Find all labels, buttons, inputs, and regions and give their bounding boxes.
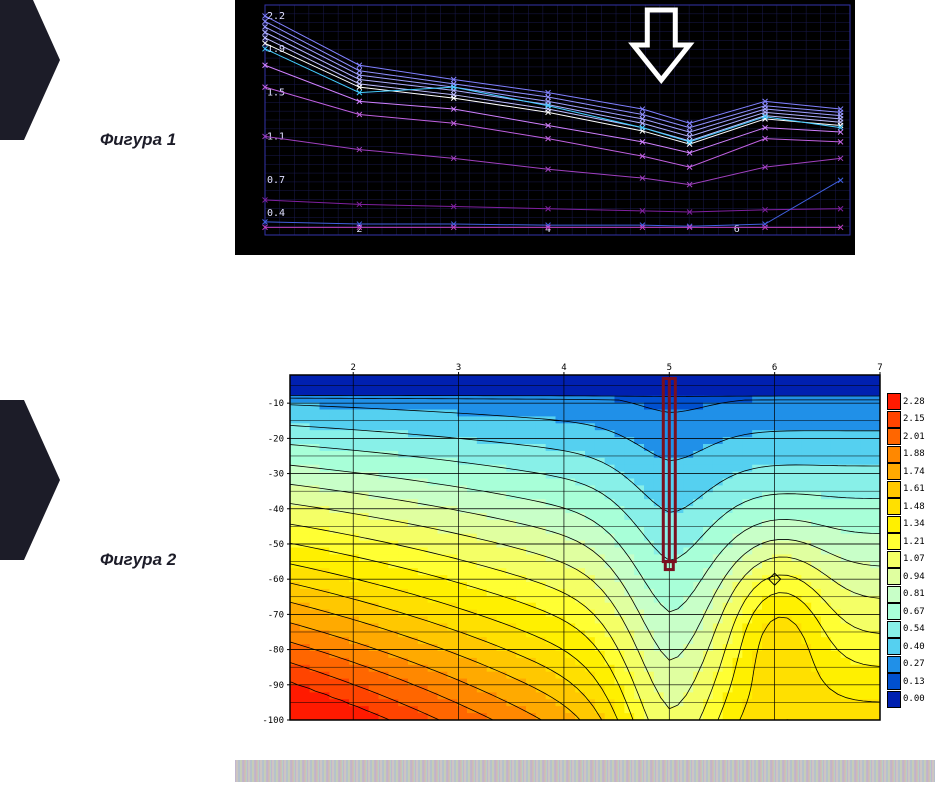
svg-text:1.5: 1.5 xyxy=(267,88,285,99)
svg-text:-40: -40 xyxy=(268,505,284,515)
legend-row: 0.81 xyxy=(887,586,935,604)
legend-swatch xyxy=(887,411,901,428)
legend-swatch xyxy=(887,673,901,690)
legend-row: 1.07 xyxy=(887,551,935,569)
legend-value: 0.13 xyxy=(903,677,925,687)
legend-swatch xyxy=(887,428,901,445)
legend-row: 0.13 xyxy=(887,673,935,691)
legend-value: 1.74 xyxy=(903,467,925,477)
legend-row: 0.27 xyxy=(887,656,935,674)
legend-swatch xyxy=(887,533,901,550)
svg-text:6: 6 xyxy=(734,224,740,235)
svg-text:4: 4 xyxy=(561,363,566,373)
legend-swatch xyxy=(887,393,901,410)
legend-swatch xyxy=(887,656,901,673)
legend-row: 2.28 xyxy=(887,393,935,411)
svg-text:-10: -10 xyxy=(268,399,284,409)
svg-text:7: 7 xyxy=(877,363,882,373)
svg-text:2: 2 xyxy=(351,363,356,373)
legend-row: 1.48 xyxy=(887,498,935,516)
pentagon-shape xyxy=(0,400,60,560)
legend-value: 0.54 xyxy=(903,624,925,634)
legend-value: 1.07 xyxy=(903,554,925,564)
legend-swatch xyxy=(887,638,901,655)
svg-text:0.7: 0.7 xyxy=(267,175,285,186)
legend-row: 0.54 xyxy=(887,621,935,639)
legend-swatch xyxy=(887,463,901,480)
legend-row: 0.94 xyxy=(887,568,935,586)
legend-swatch xyxy=(887,621,901,638)
svg-text:-60: -60 xyxy=(268,575,284,585)
pentagon-shape xyxy=(0,0,60,140)
color-legend: 2.28 2.15 2.01 1.88 1.74 1.61 1.48 1.34 1.21 1.07… xyxy=(887,393,935,713)
legend-value: 1.48 xyxy=(903,502,925,512)
legend-value: 2.28 xyxy=(903,397,925,407)
svg-text:5: 5 xyxy=(667,363,672,373)
svg-text:-50: -50 xyxy=(268,540,284,550)
legend-swatch xyxy=(887,498,901,515)
legend-row: 0.00 xyxy=(887,691,935,709)
legend-row: 1.21 xyxy=(887,533,935,551)
legend-row: 1.61 xyxy=(887,481,935,499)
legend-swatch xyxy=(887,603,901,620)
svg-text:0.4: 0.4 xyxy=(267,208,285,219)
legend-value: 1.21 xyxy=(903,537,925,547)
svg-text:-20: -20 xyxy=(268,434,284,444)
legend-row: 0.40 xyxy=(887,638,935,656)
legend-row: 1.74 xyxy=(887,463,935,481)
legend-row: 2.15 xyxy=(887,411,935,429)
legend-value: 0.67 xyxy=(903,607,925,617)
line-chart-svg: 0.40.71.11.51.92.2246 xyxy=(235,0,855,255)
noise-strip xyxy=(235,760,935,782)
contour-heatmap: 2 3 4 5 6 7 -10 -20 -30 -40 -50 -60 -70 -80 -90 -100 2.… xyxy=(235,355,935,725)
legend-swatch xyxy=(887,481,901,498)
legend-value: 1.61 xyxy=(903,484,925,494)
legend-value: 1.88 xyxy=(903,449,925,459)
legend-value: 2.01 xyxy=(903,432,925,442)
svg-text:3: 3 xyxy=(456,363,461,373)
legend-swatch xyxy=(887,568,901,585)
legend-row: 2.01 xyxy=(887,428,935,446)
legend-swatch xyxy=(887,586,901,603)
legend-row: 0.67 xyxy=(887,603,935,621)
legend-row: 1.88 xyxy=(887,446,935,464)
svg-text:-100: -100 xyxy=(262,716,284,725)
svg-text:-80: -80 xyxy=(268,646,284,656)
legend-value: 0.94 xyxy=(903,572,925,582)
legend-swatch xyxy=(887,551,901,568)
svg-text:6: 6 xyxy=(772,363,777,373)
legend-row: 1.34 xyxy=(887,516,935,534)
svg-text:-90: -90 xyxy=(268,681,284,691)
legend-swatch xyxy=(887,691,901,708)
figure1-label: Фигура 1 xyxy=(100,130,176,150)
legend-swatch xyxy=(887,446,901,463)
line-chart: 0.40.71.11.51.92.2246 xyxy=(235,0,855,255)
legend-value: 0.00 xyxy=(903,694,925,704)
svg-text:-70: -70 xyxy=(268,610,284,620)
legend-value: 0.40 xyxy=(903,642,925,652)
contour-heatmap-svg: 2 3 4 5 6 7 -10 -20 -30 -40 -50 -60 -70 -80 -90 -100 xyxy=(235,355,935,725)
svg-text:-30: -30 xyxy=(268,470,284,480)
svg-text:2.2: 2.2 xyxy=(267,11,285,22)
legend-value: 2.15 xyxy=(903,414,925,424)
figure2-label: Фигура 2 xyxy=(100,550,176,570)
legend-swatch xyxy=(887,516,901,533)
legend-value: 1.34 xyxy=(903,519,925,529)
legend-value: 0.27 xyxy=(903,659,925,669)
legend-value: 0.81 xyxy=(903,589,925,599)
